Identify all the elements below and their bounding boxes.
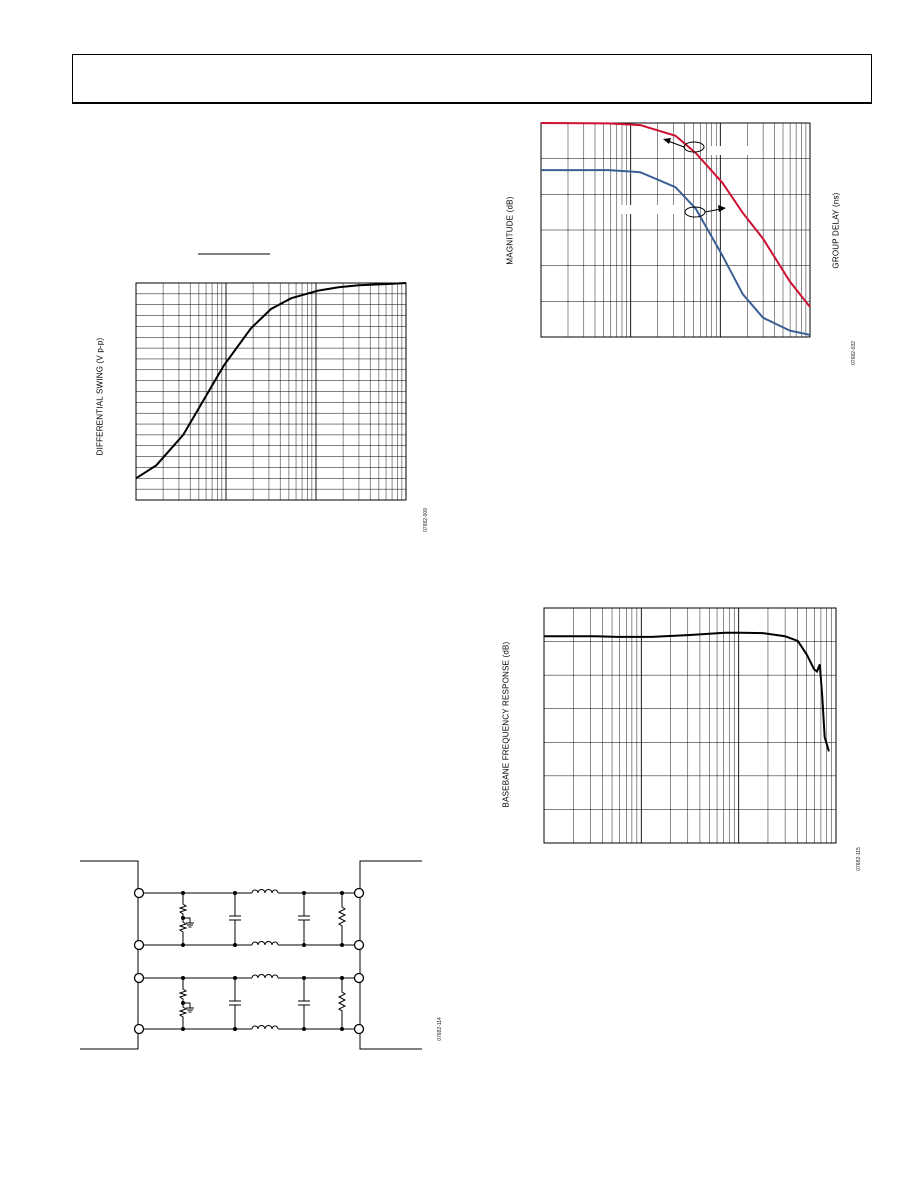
- resistor-left-bottom-lower: [178, 1004, 188, 1029]
- capacitor-left-bottom: [229, 978, 241, 1029]
- pin-right-2: [353, 939, 365, 951]
- filter-schematic: [80, 860, 422, 1050]
- inductor-1: [251, 889, 279, 894]
- resistor-right-top: [337, 893, 347, 945]
- resistor-left-bottom-upper: [178, 978, 188, 1002]
- junction-dot: [340, 976, 344, 980]
- junction-dot: [181, 1027, 185, 1031]
- junction-dot: [181, 891, 185, 895]
- pin-left-2: [133, 939, 145, 951]
- capacitor-right-top: [298, 893, 310, 945]
- capacitor-right-bottom: [298, 978, 310, 1029]
- baseband-curve: [544, 631, 830, 752]
- inductor-4: [251, 1025, 279, 1030]
- resistor-right-bottom: [337, 978, 347, 1029]
- ground-left-bottom: [183, 1002, 194, 1013]
- swing-chart: [135, 253, 407, 501]
- page-header-box: [72, 54, 872, 104]
- inductor-2: [251, 941, 279, 946]
- resistor-left-top-upper: [178, 893, 188, 917]
- baseband-chart: [543, 607, 837, 844]
- junction-dot: [181, 1001, 185, 1005]
- junction-dot: [340, 943, 344, 947]
- pin-left-3: [133, 972, 145, 984]
- resistor-left-top-lower: [178, 919, 188, 945]
- junction-dot: [233, 943, 237, 947]
- filter-chart: [540, 122, 811, 338]
- junction-dot: [340, 891, 344, 895]
- junction-dot: [302, 943, 306, 947]
- junction-dot: [302, 891, 306, 895]
- delay-arrow-head: [718, 205, 726, 212]
- group-delay-curve: [541, 169, 811, 336]
- magnitude-arrow-head: [663, 138, 671, 144]
- left-ic-outline: [80, 860, 139, 1050]
- junction-dot: [181, 976, 185, 980]
- magnitude-curve: [540, 122, 811, 308]
- right-ic-outline: [359, 860, 422, 1050]
- junction-dot: [233, 1027, 237, 1031]
- junction-dot: [181, 916, 185, 920]
- swing-curve: [135, 282, 407, 480]
- delay-legend-mask: [619, 205, 683, 214]
- filter-fig-code: 07682-032: [851, 341, 857, 365]
- junction-dot: [233, 891, 237, 895]
- baseband-ylabel: BASEBANE FREQUENCY RESPONSE (dB): [501, 641, 511, 808]
- pin-right-1: [353, 887, 365, 899]
- swing-grid: [135, 283, 406, 500]
- pin-left-1: [133, 887, 145, 899]
- filter-grid: [540, 123, 810, 337]
- schematic-fig-code: 07682-114: [437, 1017, 443, 1041]
- swing-fig-code: 07682-009: [423, 508, 429, 532]
- baseband-fig-code: 07682-115: [856, 847, 862, 871]
- junction-dot: [302, 1027, 306, 1031]
- junction-dot: [233, 976, 237, 980]
- swing-plot-frame: [135, 282, 407, 501]
- capacitor-left-top: [229, 893, 241, 945]
- ground-left-top: [183, 917, 194, 928]
- filter-ylabel-right: GROUP DELAY (ns): [831, 192, 841, 269]
- delay-arrow-line: [704, 208, 722, 213]
- pin-right-4: [353, 1023, 365, 1035]
- inductor-3: [251, 974, 279, 979]
- magnitude-arrow-line: [667, 140, 685, 148]
- filter-ylabel-left: MAGNITUDE (dB): [505, 196, 515, 265]
- filter-plot-frame: [540, 122, 811, 338]
- swing-ylabel: DIFFERENTIAL SWING (V p-p): [95, 337, 105, 456]
- junction-dot: [302, 976, 306, 980]
- pin-right-3: [353, 972, 365, 984]
- baseband-grid: [543, 608, 836, 843]
- magnitude-legend-mask: [709, 146, 759, 155]
- junction-dot: [181, 943, 185, 947]
- baseband-plot-frame: [543, 607, 837, 844]
- pin-left-4: [133, 1023, 145, 1035]
- junction-dot: [340, 1027, 344, 1031]
